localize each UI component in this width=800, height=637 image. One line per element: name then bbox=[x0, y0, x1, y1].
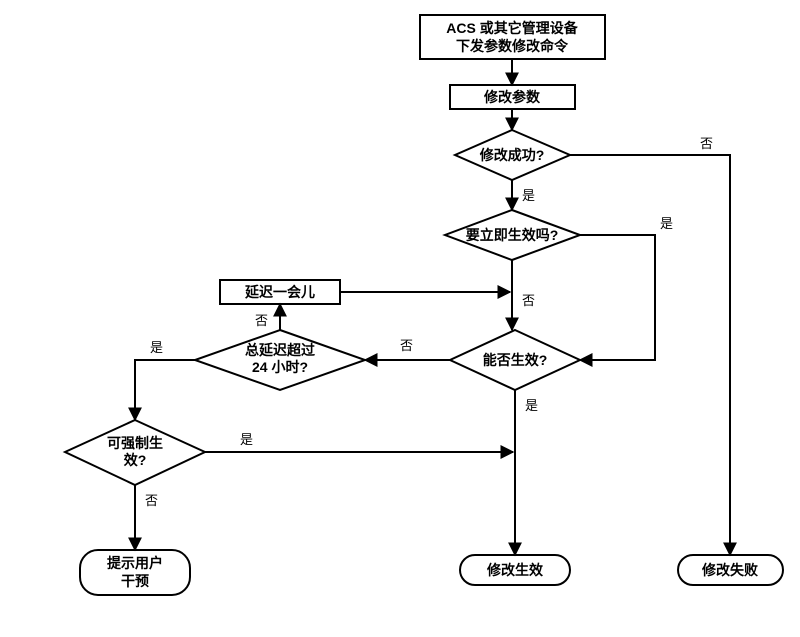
node-immediate: 要立即生效吗? bbox=[445, 210, 580, 260]
node-delay: 延迟一会儿 bbox=[220, 280, 340, 304]
edge-success-no bbox=[570, 155, 730, 555]
edge-over24-yes bbox=[135, 360, 195, 420]
svg-text:24 小时?: 24 小时? bbox=[252, 359, 308, 375]
node-start: ACS 或其它管理设备 下发参数修改命令 bbox=[420, 15, 605, 59]
svg-text:提示用户: 提示用户 bbox=[107, 555, 163, 571]
svg-text:修改成功?: 修改成功? bbox=[479, 147, 545, 163]
svg-text:能否生效?: 能否生效? bbox=[483, 352, 548, 368]
label-immediate-no: 否 bbox=[522, 293, 535, 308]
label-success-yes: 是 bbox=[522, 188, 535, 203]
label-force-yes: 是 bbox=[240, 432, 253, 447]
svg-text:下发参数修改命令: 下发参数修改命令 bbox=[456, 38, 569, 54]
flowchart: ACS 或其它管理设备 下发参数修改命令 修改参数 修改成功? 要立即生效吗? … bbox=[0, 0, 800, 637]
svg-text:ACS 或其它管理设备: ACS 或其它管理设备 bbox=[446, 20, 578, 36]
svg-text:要立即生效吗?: 要立即生效吗? bbox=[466, 227, 559, 243]
svg-text:效?: 效? bbox=[124, 452, 147, 468]
svg-text:修改失败: 修改失败 bbox=[701, 562, 759, 578]
node-force: 可强制生 效? bbox=[65, 420, 205, 485]
node-prompt: 提示用户 干预 bbox=[80, 550, 190, 595]
svg-text:延迟一会儿: 延迟一会儿 bbox=[244, 284, 315, 300]
node-over24: 总延迟超过 24 小时? bbox=[195, 330, 365, 390]
label-caneffect-no: 否 bbox=[400, 338, 413, 353]
svg-text:修改参数: 修改参数 bbox=[483, 89, 541, 105]
label-immediate-yes: 是 bbox=[660, 216, 673, 231]
svg-text:总延迟超过: 总延迟超过 bbox=[245, 342, 315, 358]
node-caneffect: 能否生效? bbox=[450, 330, 580, 390]
label-caneffect-yes: 是 bbox=[525, 398, 538, 413]
node-effective: 修改生效 bbox=[460, 555, 570, 585]
svg-text:干预: 干预 bbox=[121, 573, 149, 589]
svg-text:可强制生: 可强制生 bbox=[107, 435, 163, 451]
label-force-no: 否 bbox=[145, 493, 158, 508]
label-over24-yes: 是 bbox=[150, 340, 163, 355]
label-success-no: 否 bbox=[700, 136, 713, 151]
edge-immediate-yes bbox=[580, 235, 655, 360]
node-modify: 修改参数 bbox=[450, 85, 575, 109]
node-success: 修改成功? bbox=[455, 130, 570, 180]
node-fail: 修改失败 bbox=[678, 555, 783, 585]
label-over24-no: 否 bbox=[255, 313, 268, 328]
svg-text:修改生效: 修改生效 bbox=[486, 562, 544, 578]
